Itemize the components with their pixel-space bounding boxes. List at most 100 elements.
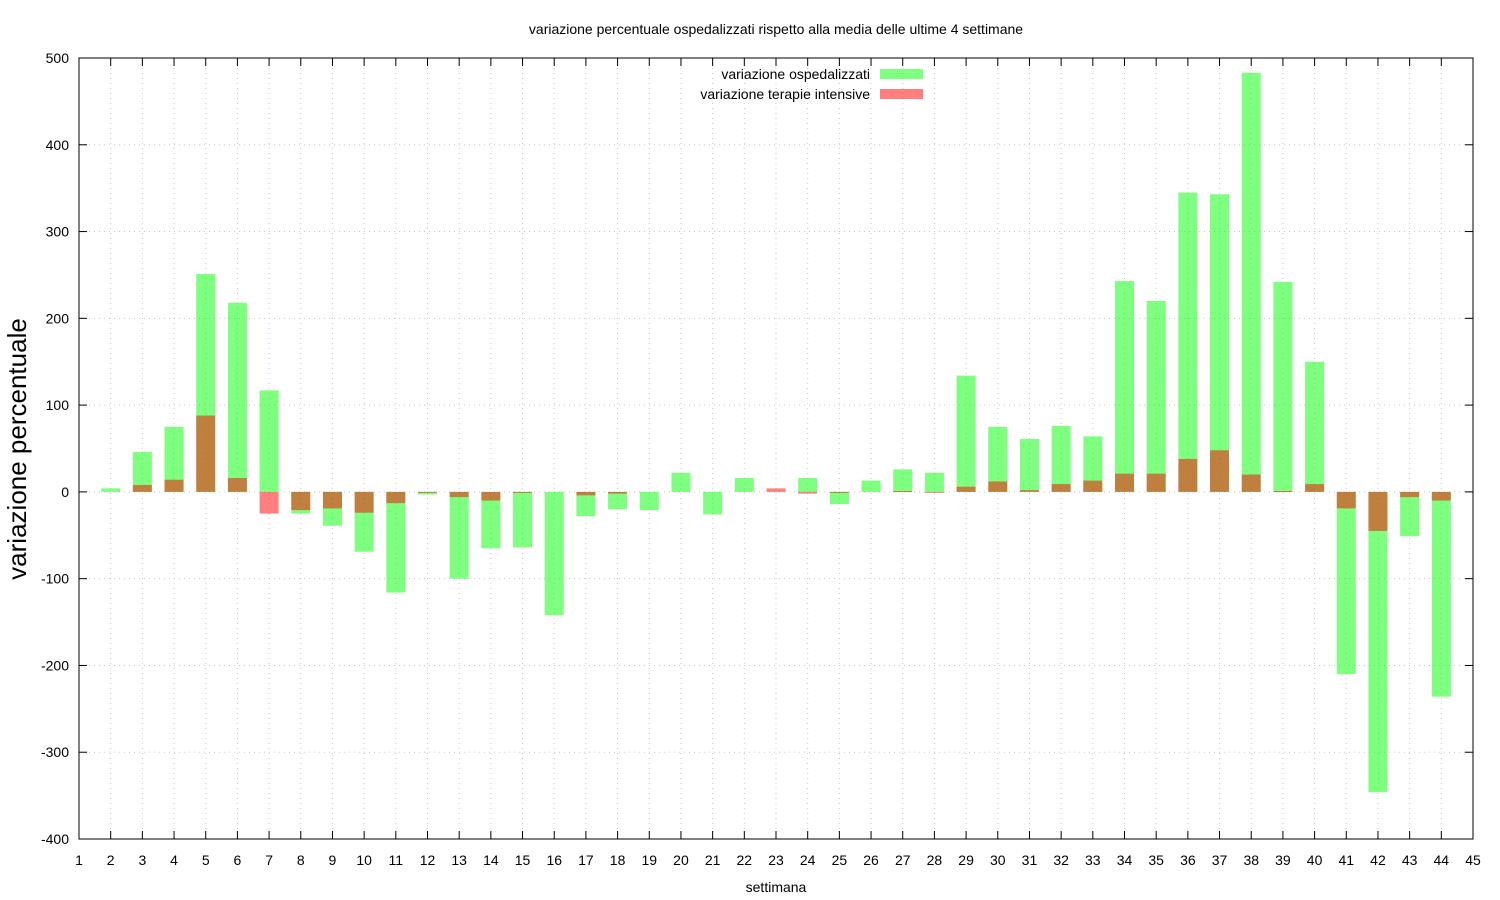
bar-terapie-intensive — [1431, 491, 1451, 501]
x-tick-label: 45 — [1465, 852, 1481, 868]
x-tick-label: 9 — [329, 852, 337, 868]
bar-terapie-intensive — [1241, 474, 1261, 492]
legend: variazione ospedalizzati variazione tera… — [700, 66, 923, 102]
bar-ospedalizzati — [671, 472, 691, 492]
bar-ospedalizzati — [798, 478, 818, 492]
bar-ospedalizzati — [1241, 72, 1261, 492]
x-tick-label: 29 — [958, 852, 974, 868]
bar-terapie-intensive — [449, 491, 469, 498]
x-tick-label: 1 — [75, 852, 83, 868]
bar-terapie-intensive — [227, 478, 247, 492]
bar-ospedalizzati — [1400, 491, 1420, 537]
bar-ospedalizzati — [1368, 491, 1388, 793]
x-tick-label: 6 — [234, 852, 242, 868]
bar-ospedalizzati — [1051, 425, 1071, 492]
bar-ospedalizzati — [893, 469, 913, 492]
x-tick-label: 27 — [895, 852, 911, 868]
bar-terapie-intensive — [291, 491, 311, 511]
bar-ospedalizzati — [988, 426, 1008, 492]
axis-ticks — [78, 57, 1474, 840]
bar-ospedalizzati — [481, 491, 501, 549]
y-tick-label: -200 — [41, 657, 69, 673]
bar-terapie-intensive — [164, 479, 184, 492]
bar-terapie-intensive — [1273, 491, 1293, 493]
bar-ospedalizzati — [1178, 192, 1198, 492]
x-tick-labels: 1 2 3 4 5 6 7 8 9 10 11 12 13 14 15 16 17 18 19 20 21 22 23 24 2… — [75, 852, 1481, 868]
bar-ospedalizzati — [513, 491, 533, 548]
grid-lines — [79, 58, 1473, 839]
x-tick-label: 35 — [1148, 852, 1164, 868]
x-tick-label: 21 — [705, 852, 721, 868]
x-tick-label: 19 — [641, 852, 657, 868]
bar-terapie-intensive — [132, 484, 152, 492]
bar-terapie-intensive — [798, 491, 818, 494]
bar-terapie-intensive — [956, 486, 976, 492]
bar-ospedalizzati — [1146, 300, 1166, 492]
x-tick-label: 31 — [1022, 852, 1038, 868]
x-tick-label: 4 — [170, 852, 178, 868]
series-terapie-intensive — [132, 415, 1451, 531]
x-tick-label: 36 — [1180, 852, 1196, 868]
bar-terapie-intensive — [1305, 484, 1325, 492]
x-tick-label: 33 — [1085, 852, 1101, 868]
legend-swatch-terapie-intensive — [880, 89, 923, 99]
x-tick-label: 3 — [138, 852, 146, 868]
x-tick-label: 18 — [610, 852, 626, 868]
x-tick-label: 44 — [1434, 852, 1450, 868]
bar-ospedalizzati — [164, 426, 184, 492]
bar-ospedalizzati — [703, 491, 723, 515]
bar-ospedalizzati — [449, 491, 469, 579]
bar-ospedalizzati — [417, 491, 438, 495]
bar-ospedalizzati — [1305, 361, 1325, 492]
bar-terapie-intensive — [608, 491, 628, 494]
x-tick-label: 24 — [800, 852, 816, 868]
bar-terapie-intensive — [1083, 480, 1103, 492]
bar-ospedalizzati — [101, 488, 121, 492]
y-tick-label: -100 — [41, 571, 69, 587]
bar-ospedalizzati — [956, 375, 976, 492]
bar-terapie-intensive — [1336, 491, 1356, 509]
bar-ospedalizzati — [386, 491, 406, 593]
y-tick-label: 100 — [46, 397, 70, 413]
bar-terapie-intensive — [513, 491, 533, 493]
bar-ospedalizzati — [1083, 436, 1103, 492]
bar-ospedalizzati — [1431, 491, 1451, 697]
x-tick-label: 8 — [297, 852, 305, 868]
y-tick-labels: -400 -300 -200 -100 0 100 200 300 400 500 — [41, 50, 69, 847]
bar-terapie-intensive — [417, 491, 438, 493]
y-axis-label: variazione percentuale — [2, 318, 32, 580]
y-tick-label: -400 — [41, 831, 69, 847]
bar-ospedalizzati — [924, 472, 944, 492]
y-tick-label: 0 — [61, 484, 69, 500]
x-tick-label: 14 — [483, 852, 499, 868]
x-tick-label: 38 — [1243, 852, 1259, 868]
x-tick-label: 15 — [515, 852, 531, 868]
series-ospedalizzati — [101, 72, 1451, 793]
x-tick-label: 7 — [265, 852, 273, 868]
bar-terapie-intensive — [1178, 458, 1198, 492]
y-tick-label: 400 — [46, 137, 70, 153]
bar-terapie-intensive — [481, 491, 501, 501]
bar-ospedalizzati — [734, 478, 754, 492]
bar-terapie-intensive — [196, 415, 216, 492]
bar-ospedalizzati — [227, 302, 247, 492]
x-tick-label: 43 — [1402, 852, 1418, 868]
bar-terapie-intensive — [259, 491, 279, 514]
bar-terapie-intensive — [1051, 484, 1071, 492]
x-tick-label: 34 — [1117, 852, 1133, 868]
bar-ospedalizzati — [576, 491, 596, 517]
legend-label-terapie-intensive: variazione terapie intensive — [700, 86, 870, 102]
y-tick-label: 300 — [46, 224, 70, 240]
x-tick-label: 11 — [389, 852, 404, 868]
bar-terapie-intensive — [924, 491, 944, 493]
bar-terapie-intensive — [1400, 491, 1420, 498]
bar-terapie-intensive — [576, 491, 596, 496]
x-tick-label: 23 — [768, 852, 784, 868]
bar-ospedalizzati — [132, 451, 152, 492]
bar-terapie-intensive — [988, 481, 1008, 492]
y-tick-label: 200 — [46, 310, 70, 326]
x-tick-label: 5 — [202, 852, 210, 868]
bar-ospedalizzati — [1336, 491, 1356, 675]
x-tick-label: 25 — [832, 852, 848, 868]
